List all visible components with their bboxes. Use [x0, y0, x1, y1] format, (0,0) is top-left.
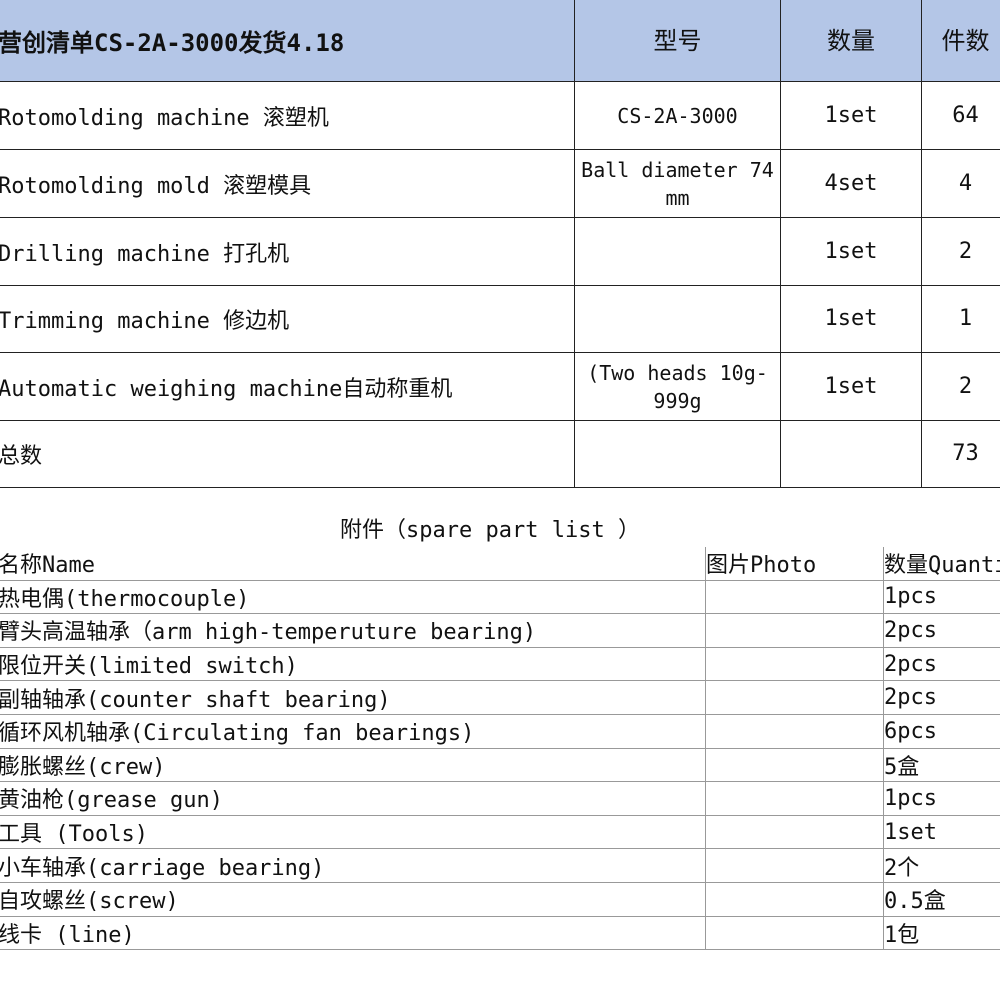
table-cell: (Two heads 10g-999g: [575, 353, 781, 421]
table-cell: Rotomolding machine 滚塑机: [0, 82, 575, 150]
table-cell: 臂头高温轴承（arm high-temperuture bearing): [0, 614, 706, 648]
table-cell: 热电偶(thermocouple): [0, 580, 706, 615]
table-cell: 0.5盒: [884, 883, 1000, 917]
table-cell: [706, 681, 884, 715]
table-cell: 2: [922, 353, 1000, 421]
table-cell: [706, 849, 884, 883]
header-cell: 数量: [781, 0, 922, 82]
table-cell: 2个: [884, 849, 1000, 883]
table-cell: 黄油枪(grease gun): [0, 782, 706, 816]
table-cell: 线卡 (line): [0, 916, 706, 951]
table-cell: 膨胀螺丝(crew): [0, 748, 706, 783]
table-cell: CS-2A-3000: [575, 82, 781, 150]
table-cell: [706, 782, 884, 816]
table-cell: [706, 580, 884, 615]
table-cell: 1set: [884, 816, 1000, 850]
table-cell: Rotomolding mold 滚塑模具: [0, 150, 575, 218]
table-cell: 2pcs: [884, 648, 1000, 682]
table-cell: [706, 916, 884, 951]
table-cell: 循环风机轴承(Circulating fan bearings): [0, 715, 706, 749]
table-cell: 64: [922, 82, 1000, 150]
table-cell: 1pcs: [884, 581, 1000, 615]
table-cell: [781, 421, 922, 488]
header-cell: 型号: [575, 0, 781, 82]
table-cell: 6pcs: [884, 715, 1000, 749]
table-cell: 4: [922, 150, 1000, 218]
table-cell: 73: [922, 421, 1000, 488]
table-cell: [706, 614, 884, 648]
table-cell: [706, 815, 884, 850]
table-cell: 2pcs: [884, 681, 1000, 715]
table-cell: Trimming machine 修边机: [0, 286, 575, 353]
table-cell: Ball diameter 74 mm: [575, 150, 781, 218]
table-cell: [575, 286, 781, 353]
header-cell: 图片Photo: [706, 547, 884, 581]
table-cell: 1set: [781, 218, 922, 286]
table-cell: 2: [922, 218, 1000, 286]
table-cell: 1pcs: [884, 782, 1000, 816]
table-cell: 5盒: [884, 749, 1000, 783]
table-cell: Drilling machine 打孔机: [0, 218, 575, 286]
header-cell: 件数: [922, 0, 1000, 82]
table-cell: [706, 748, 884, 783]
header-cell: 数量Quantity: [884, 547, 1000, 581]
table-cell: 副轴轴承(counter shaft bearing): [0, 681, 706, 715]
table-cell: 1set: [781, 286, 922, 353]
table-cell: [706, 883, 884, 917]
table-cell: [575, 218, 781, 286]
table-cell: 小车轴承(carriage bearing): [0, 849, 706, 883]
table-cell: [706, 647, 884, 682]
table-cell: Automatic weighing machine自动称重机: [0, 353, 575, 421]
header-cell: 名称Name: [0, 547, 706, 581]
table-cell: 总数: [0, 421, 575, 488]
table-cell: 1包: [884, 917, 1000, 951]
table-cell: 1set: [781, 353, 922, 421]
table-cell: 自攻螺丝(screw): [0, 883, 706, 917]
table-cell: 2pcs: [884, 614, 1000, 648]
spare-title: 附件（spare part list ）: [340, 518, 640, 543]
header-cell: 营创清单CS-2A-3000发货4.18: [0, 0, 575, 82]
table-cell: 工具 (Tools): [0, 815, 706, 850]
table-cell: [575, 421, 781, 488]
table-cell: 1set: [781, 82, 922, 150]
table-cell: 1: [922, 286, 1000, 353]
table-cell: [706, 715, 884, 749]
table-cell: 4set: [781, 150, 922, 218]
table-cell: 限位开关(limited switch): [0, 647, 706, 682]
